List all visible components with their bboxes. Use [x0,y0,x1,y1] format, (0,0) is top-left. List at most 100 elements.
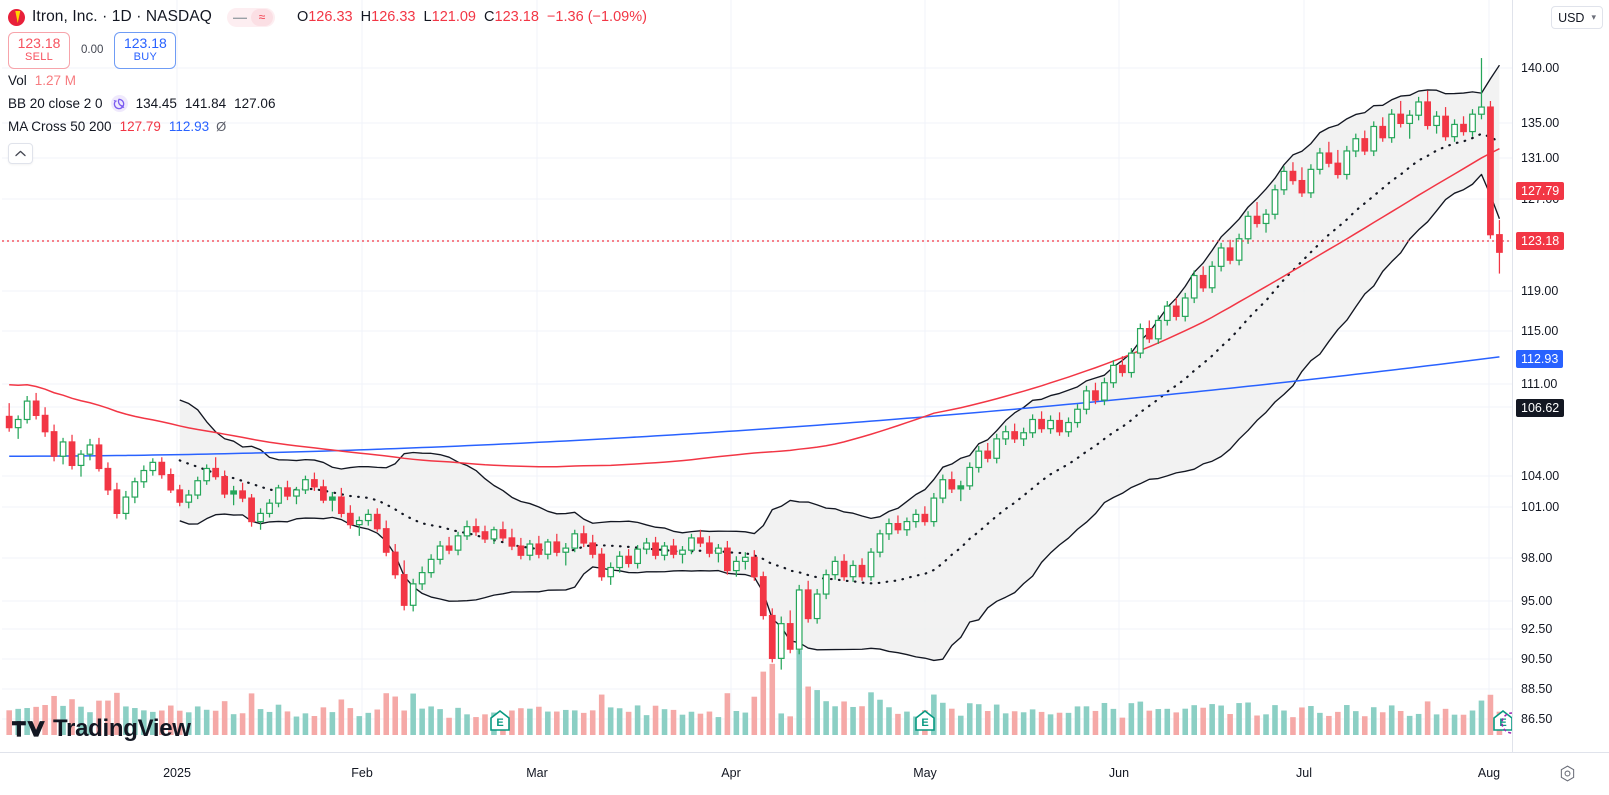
volume-bar [437,709,443,735]
volume-bar [697,713,704,735]
candle-body [589,542,597,555]
volume-bar [1245,702,1251,735]
price-axis-tick: 131.00 [1521,151,1560,165]
candle-body [131,481,139,498]
time-axis-tick: Apr [721,766,741,780]
volume-bar [87,712,93,735]
gear-icon[interactable] [110,95,128,112]
candle-body [1056,419,1063,433]
volume-bar [823,701,829,735]
volume-bar [105,700,111,735]
volume-bar [509,710,515,735]
time-axis[interactable]: 2025 Feb Mar Apr May Jun Jul Aug [0,752,1609,795]
earnings-marker[interactable]: E [1493,709,1512,734]
volume-bar [814,690,820,735]
currency-selector[interactable]: USD ▾ [1551,6,1603,29]
volume-bar [482,714,488,735]
indicator-value: 112.93 [168,119,210,134]
volume-bar [1344,705,1350,735]
volume-bar [60,705,66,735]
volume-bar [877,699,883,735]
candle-body [185,494,193,503]
candle-body [1262,213,1270,225]
candle-body [580,533,588,544]
candle-body [275,487,282,504]
minus-icon[interactable]: — [232,9,247,25]
volume-bar [167,705,174,735]
candle-body [1478,106,1485,115]
volume-bar [563,709,569,735]
volume-bar [1433,714,1440,735]
sell-price: 123.18 [17,35,61,51]
volume-bar [545,711,551,735]
earnings-marker[interactable]: E [490,709,510,731]
candle-body [1235,238,1243,261]
collapse-legend-button[interactable] [8,143,33,164]
volume-bar [123,706,129,735]
candle-body [822,574,830,595]
candle-body [706,542,713,554]
volume-bar [715,717,722,735]
earnings-badge-label: E [1499,717,1506,729]
volume-bar [580,712,587,735]
buy-price: 123.18 [123,35,167,51]
earnings-marker[interactable]: E [915,709,935,731]
candle-body [77,453,85,467]
indicator-row[interactable]: BB 20 close 2 0 134.45 141.84 127.06 [8,92,647,115]
tradingview-watermark: TradingView [12,715,191,743]
candle-body [1460,123,1467,133]
volume-bar [859,706,865,735]
chart-style-toggle-group[interactable]: — ≈ [226,7,275,27]
candle-body [59,441,67,457]
volume-bar [796,650,802,735]
candlestick-series [5,58,1503,670]
low-value: 121.09 [431,9,476,25]
wave-icon[interactable]: ≈ [250,8,273,26]
volume-bar [473,717,479,735]
candle-body [284,487,291,497]
candle-body [876,533,884,553]
volume-bar [284,711,291,735]
candle-body [1047,419,1054,430]
volume-bar [958,715,964,735]
open-value: 126.33 [308,9,353,25]
candle-body [813,593,821,620]
candle-body [795,589,803,650]
price-axis[interactable]: USD ▾ 140.00135.00131.00127.00123.00119.… [1512,0,1609,752]
candle-body [1136,328,1144,354]
candle-body [158,461,166,476]
candle-body [1415,101,1423,116]
volume-bar [679,714,686,735]
volume-bar [895,713,901,735]
hidden-series-icon[interactable]: Ø [216,119,227,134]
tradingview-brand-text: TradingView [53,715,191,742]
volume-bar [374,709,381,735]
indicator-name: Vol [8,73,27,88]
price-axis-tick: 90.50 [1521,652,1553,666]
candle-body [1298,179,1306,194]
volume-bar [446,717,452,735]
clock-session-icon[interactable] [1559,765,1576,782]
time-axis-tick: Jul [1296,766,1312,780]
indicator-row[interactable]: Vol 1.27 M [8,69,647,92]
page-title[interactable]: Itron, Inc. · 1D · NASDAQ [32,8,212,25]
volume-bar [554,711,560,735]
candle-body [562,547,570,553]
candle-body [41,414,49,433]
volume-bar [1469,710,1476,735]
candle-body [14,418,22,429]
volume-bar [625,711,632,735]
candle-body [337,496,345,515]
candle-body [894,523,902,531]
buy-button[interactable]: 123.18 BUY [114,31,177,69]
volume-bar [1460,714,1467,735]
indicator-row[interactable]: MA Cross 50 200 127.79 112.93 Ø [8,115,647,138]
volume-bar [1290,717,1296,735]
volume-bar [832,706,838,735]
volume-bar [176,710,183,735]
sell-button[interactable]: 123.18 SELL [8,31,70,69]
candle-body [221,476,229,495]
